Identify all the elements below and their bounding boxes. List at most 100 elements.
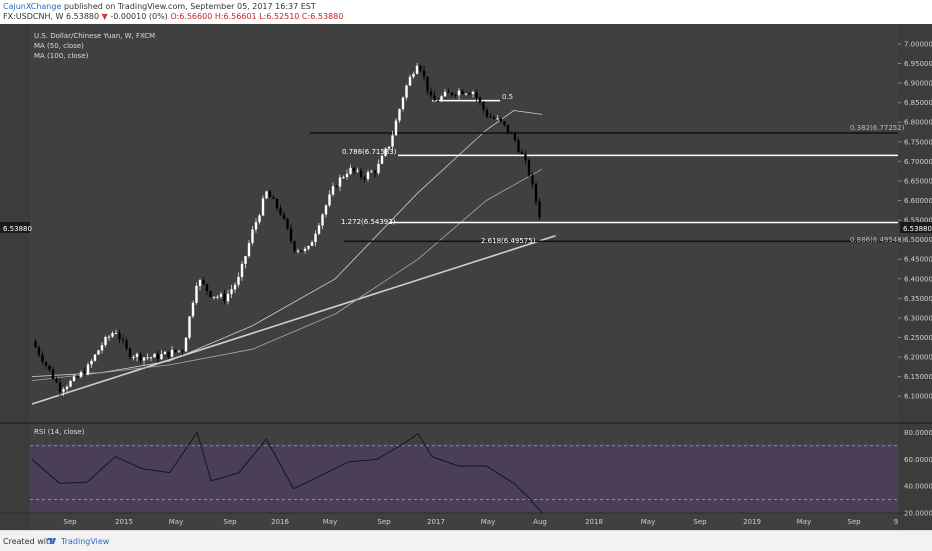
legend-ma50: MA (50, close): [34, 42, 84, 50]
price-tick-label: 6.35000: [904, 295, 932, 303]
candle-body: [135, 353, 139, 357]
candle-body: [219, 294, 223, 297]
fib-label-1272: 1.272(6.54392): [341, 218, 396, 226]
candle-body: [296, 250, 300, 252]
candle-body: [286, 218, 289, 229]
candle-body: [177, 350, 181, 352]
candle-body: [377, 163, 380, 174]
price-tick-label: 6.75000: [904, 138, 932, 146]
candle-body: [139, 353, 142, 361]
time-tick-label: Sep: [847, 518, 861, 526]
candle-body: [314, 233, 317, 243]
price-axis: 7.00000 6.95000 6.90000 6.85000 6.80000 6.750…: [898, 40, 932, 401]
candle-body: [412, 73, 415, 77]
time-tick-label: May: [797, 518, 811, 526]
candle-body: [391, 135, 394, 147]
candle-body: [76, 376, 79, 378]
fib-label-0886: 0.886(6.49548): [850, 236, 905, 244]
candle-body: [265, 191, 268, 199]
candle-body: [34, 341, 37, 348]
candle-body: [527, 160, 531, 176]
rsi-pane: [30, 431, 898, 514]
candle-body: [520, 151, 524, 155]
price-tick-label: 6.65000: [904, 177, 932, 185]
candle-body: [160, 354, 163, 360]
candle-body: [275, 198, 279, 209]
down-arrow-icon: ▼: [101, 12, 108, 21]
chart-header: CajunXChange published on TradingView.co…: [0, 0, 932, 24]
candle-body: [223, 294, 226, 302]
candle-body: [370, 171, 373, 173]
candle-body: [342, 177, 345, 179]
candle-body: [251, 229, 254, 244]
candle-body: [356, 170, 359, 172]
candle-body: [289, 228, 293, 242]
candle-body: [303, 248, 307, 252]
time-tick-label: Sep: [223, 518, 237, 526]
candle-body: [58, 382, 62, 392]
price-tick-label: 6.50000: [904, 236, 932, 244]
candle-body: [44, 362, 48, 366]
candle-body: [195, 286, 198, 303]
candle-body: [240, 263, 244, 277]
candle-body: [503, 121, 506, 125]
candle-body: [499, 118, 503, 122]
candle-body: [191, 302, 195, 317]
candle-body: [247, 243, 251, 257]
candle-body: [352, 167, 356, 172]
candle-body: [447, 91, 450, 93]
candle-body: [205, 284, 209, 291]
candle-body: [83, 372, 86, 375]
candle-body: [86, 364, 90, 375]
candle-body: [128, 348, 132, 358]
tradingview-brand[interactable]: TradingView: [61, 537, 110, 546]
price-tick-label: 6.20000: [904, 354, 932, 362]
candle-body: [149, 357, 153, 359]
left-margin: [0, 24, 30, 530]
candle-body: [282, 214, 286, 219]
candle-body: [408, 76, 412, 86]
candle-body: [373, 171, 377, 174]
candle-body: [118, 333, 121, 340]
time-tick-label: 2018: [585, 518, 603, 526]
trendline-layer: [31, 234, 556, 405]
time-tick-label: May: [323, 518, 337, 526]
fib-label-group: 0.5 0.382(6.77252) 0.786(6.71533) 1.272(…: [341, 93, 905, 245]
right-axis-panel: [898, 24, 932, 530]
price-tick-label: 6.10000: [904, 393, 932, 401]
time-tick-label: 2015: [115, 518, 133, 526]
rsi-band: [30, 444, 898, 513]
candle-body: [37, 347, 41, 356]
candle-body: [450, 92, 454, 95]
time-tick-label: May: [169, 518, 183, 526]
candle-body: [69, 380, 72, 387]
rsi-axis: 80.0000 60.0000 40.0000 20.0000: [904, 429, 932, 518]
ma-line-50: [31, 110, 543, 377]
candle-body: [534, 183, 538, 202]
footer-bar: Created with TradingView: [0, 530, 932, 551]
price-tick-label: 6.15000: [904, 373, 932, 381]
moving-averages: [31, 110, 543, 381]
price-tick-label: 6.30000: [904, 314, 932, 322]
candle-body: [317, 225, 321, 234]
time-tick-label: Sep: [63, 518, 77, 526]
price-tick-label: 6.25000: [904, 334, 932, 342]
candle-body: [188, 316, 191, 338]
candle-body: [100, 345, 104, 351]
price-tick-label: 6.70000: [904, 158, 932, 166]
candle-body: [293, 241, 296, 251]
legend-ma100: MA (100, close): [34, 52, 89, 60]
price-chart[interactable]: 7.00000 6.95000 6.90000 6.85000 6.80000 6.750…: [0, 24, 932, 530]
author-link[interactable]: CajunXChange: [3, 2, 62, 11]
candle-body: [433, 95, 436, 101]
candle-body: [513, 133, 517, 141]
candle-body: [331, 186, 335, 195]
candle-body: [415, 65, 419, 74]
rsi-line: [31, 431, 543, 514]
rsi-tick-label: 80.0000: [904, 429, 932, 437]
candle-body: [443, 91, 447, 97]
candle-body: [163, 351, 167, 355]
fib-label-05: 0.5: [502, 93, 513, 101]
candle-body: [485, 109, 489, 117]
candle-body: [72, 376, 76, 381]
